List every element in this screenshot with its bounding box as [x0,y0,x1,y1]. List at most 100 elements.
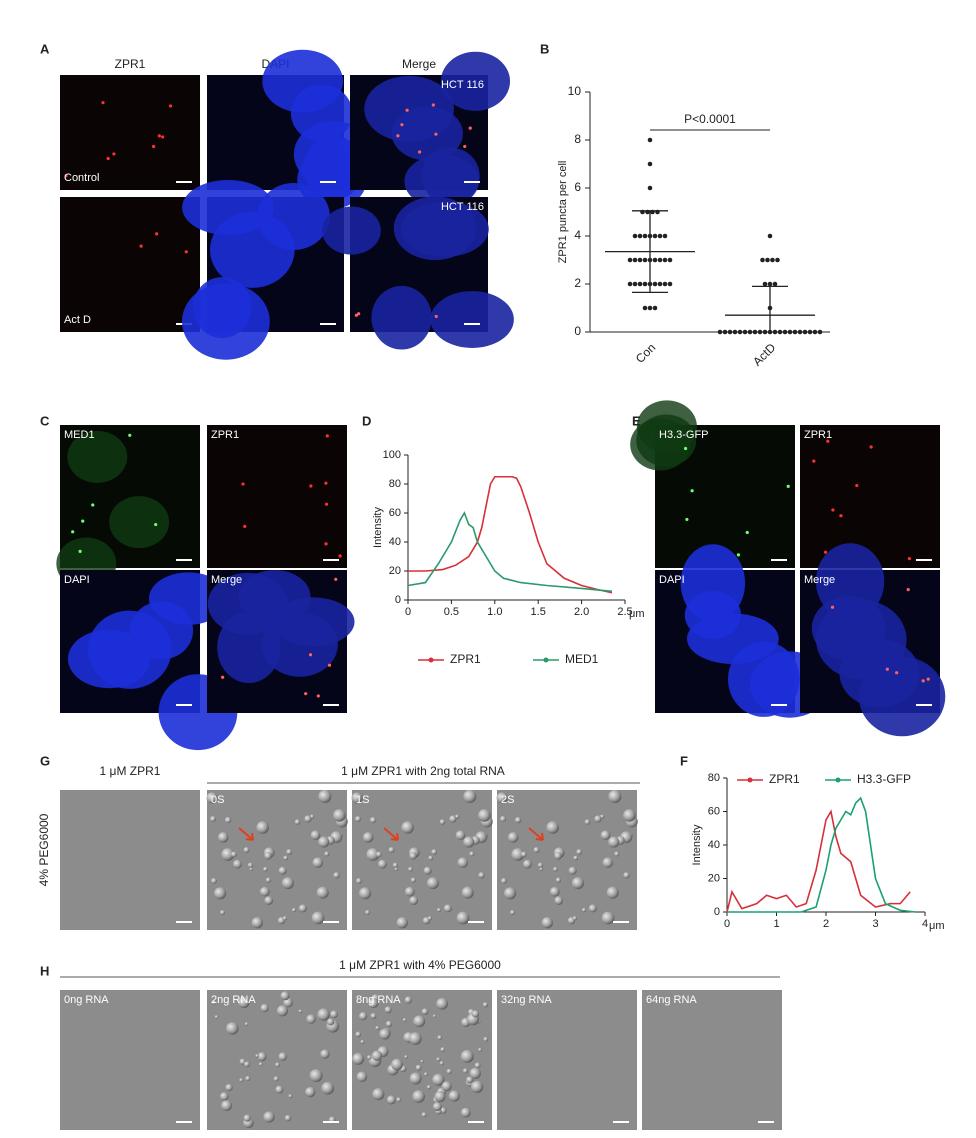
nucleus [440,51,511,111]
legend-marker [747,777,753,783]
droplet [443,904,452,913]
y-tick-label: 2 [574,276,581,290]
nucleus [87,610,172,689]
image-label: Merge [804,574,835,586]
droplet [316,886,329,899]
droplet [404,996,412,1004]
dot [722,329,728,335]
droplet [408,1032,422,1045]
header: 1 μM ZPR1 with 4% PEG6000 [339,958,501,972]
nucleus [401,201,489,257]
droplet [365,910,370,915]
image-label: 64ng RNA [646,994,697,1006]
droplet [221,848,235,861]
puncta [431,103,435,107]
puncta [324,502,329,506]
micrograph [496,790,638,930]
droplet [286,849,293,855]
droplet [391,1058,403,1071]
droplet [259,886,270,897]
data-line [727,796,916,913]
droplet [432,1014,437,1018]
droplet [288,1094,293,1099]
droplet [320,1049,330,1059]
dot [727,329,733,335]
image-label: ZPR1 [804,429,832,441]
droplet [214,1015,219,1019]
x-tick-label: 2 [823,918,829,930]
droplet [284,1114,292,1122]
nucleus [636,400,697,453]
image-label: ZPR1 [211,429,239,441]
droplet [432,1073,445,1086]
droplet [355,815,362,822]
droplet [247,862,253,868]
puncta [885,667,889,671]
dot [762,281,768,287]
droplet [533,846,540,853]
droplet [359,887,372,900]
droplet [521,851,527,858]
droplet [436,907,442,913]
puncta [161,135,165,139]
dot [647,137,653,143]
droplet [280,991,290,1001]
puncta [823,550,828,554]
puncta [338,554,342,558]
image-label: DAPI [659,574,685,586]
puncta [690,489,694,493]
droplet [375,1026,380,1030]
data-line [726,809,911,913]
droplet [255,1054,259,1058]
legend-label: H3.3-GFP [857,772,911,786]
droplet [370,816,377,824]
puncta [683,446,688,451]
droplet [226,1022,239,1035]
nucleus [207,572,288,635]
droplet [243,846,250,853]
droplet [402,1018,407,1022]
droplet [244,1022,249,1026]
droplet [324,851,330,857]
droplet [541,917,553,929]
droplet [600,830,611,841]
nucleus [182,179,274,236]
droplet [278,866,287,875]
image-label: 2ng RNA [211,994,256,1006]
nucleus [257,182,330,250]
micrograph [800,425,940,568]
micrograph-bg [642,990,782,1130]
y-tick-label: 8 [574,132,581,146]
x-tick-label: 2.5 [617,606,632,618]
dot [770,257,775,263]
droplet [437,1035,443,1040]
panel-label: E [632,413,641,428]
droplet [471,1080,484,1094]
droplet [281,877,294,890]
droplet [496,792,508,804]
x-tick-label: 0 [724,918,730,930]
dot [637,257,643,263]
micrograph [56,425,200,590]
droplet [360,1039,365,1044]
dot [647,185,653,191]
nucleus [680,544,746,622]
droplet [264,852,272,860]
puncta [91,503,95,507]
x-tick-label: 1.0 [487,606,502,618]
y-axis-label: Intensity [372,507,384,548]
arrow [383,827,399,841]
droplet [367,1055,372,1060]
droplet [537,862,543,868]
droplet [309,1069,323,1083]
droplet [412,1090,425,1103]
micrograph [630,400,795,568]
droplet [409,852,417,860]
puncta [434,314,438,319]
puncta [334,577,338,581]
droplet [317,1008,330,1021]
droplet [291,907,297,913]
image-label: Act D [64,314,91,326]
dot [747,329,753,335]
droplet [462,1068,468,1074]
